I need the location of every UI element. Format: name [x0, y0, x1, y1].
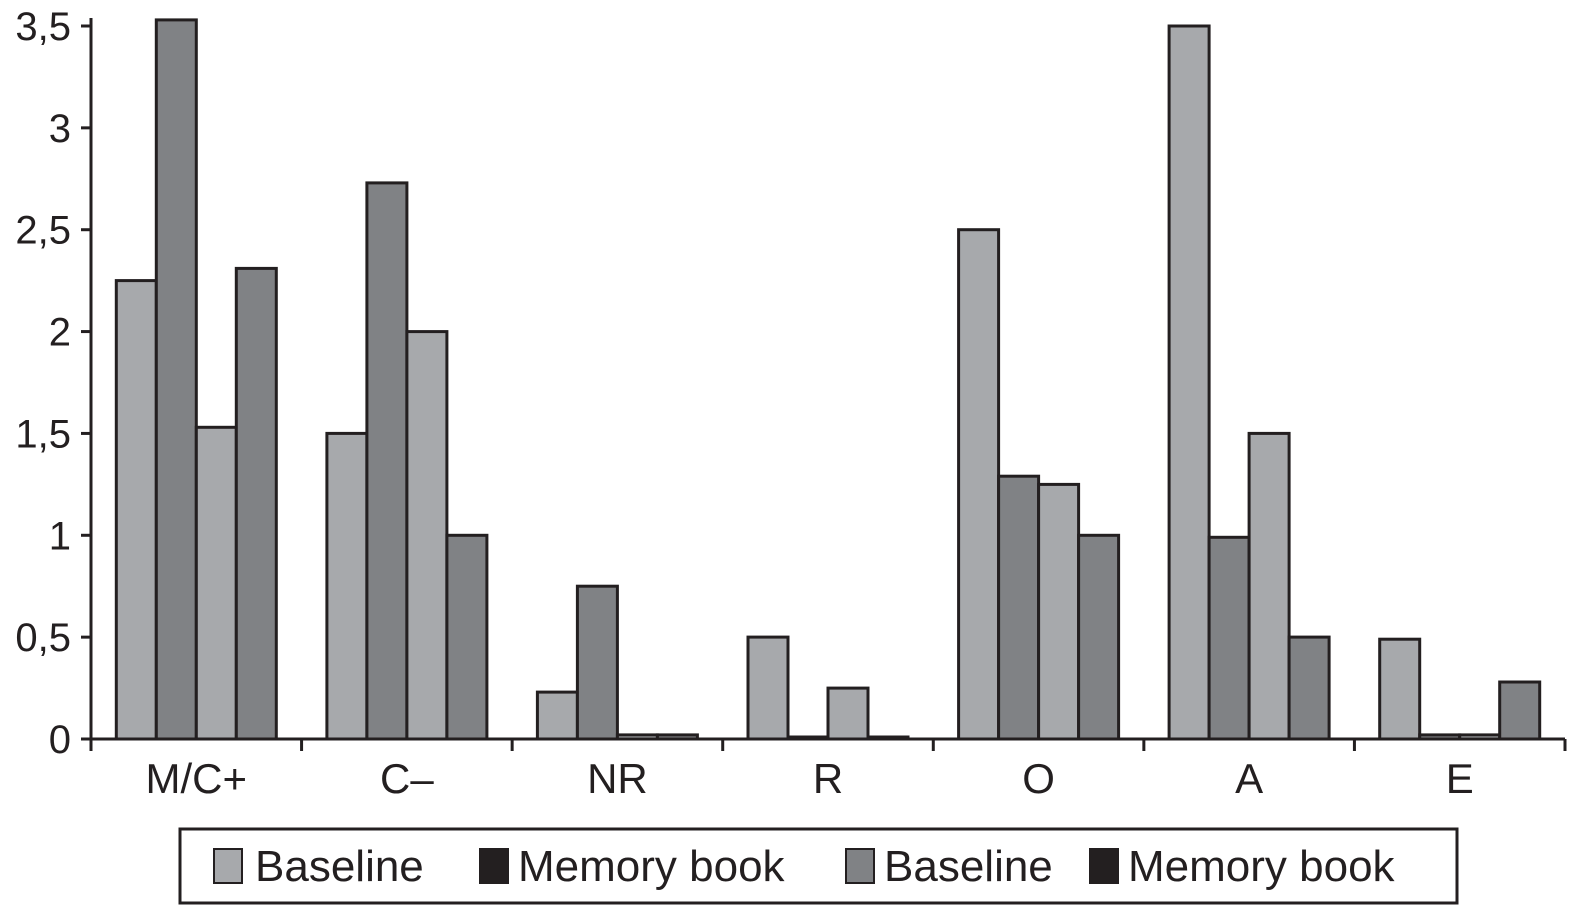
legend-swatch-4 — [1089, 848, 1119, 884]
legend-swatch-3 — [845, 848, 875, 884]
legend-swatch-1 — [213, 848, 243, 884]
bar-1-4 — [746, 635, 790, 741]
x-tick-label-5: O — [1022, 755, 1055, 802]
x-tick-label-6: A — [1235, 755, 1263, 802]
y-tick-label-7: 3,5 — [15, 5, 71, 49]
bar-2-1 — [154, 18, 198, 741]
legend-box — [178, 827, 1459, 905]
bar-4-5 — [1077, 533, 1121, 741]
y-tick-label-0: 0 — [49, 718, 71, 762]
bar-3-2 — [405, 330, 449, 741]
x-tick-label-1: M/C+ — [146, 755, 248, 802]
legend: Baseline Memory book Baseline Memory book — [178, 827, 1459, 905]
y-tick-label-3: 1,5 — [15, 412, 71, 456]
bar-1-1 — [114, 279, 158, 741]
bar-4-2 — [445, 533, 489, 741]
y-tick-label-2: 1 — [49, 514, 71, 558]
bar-2-5 — [997, 474, 1041, 741]
bar-4-6 — [1287, 635, 1331, 741]
bar-2-3 — [575, 584, 619, 741]
axes-layer: 0 0,5 1 1,5 2 2,5 3 3,5 M/C+ C– NR R O A E — [15, 5, 1567, 802]
bar-1-5 — [957, 228, 1001, 741]
bar-3-1 — [194, 425, 238, 741]
legend-swatch-2 — [479, 848, 509, 884]
legend-label-2: Memory book — [518, 842, 786, 891]
x-tick-label-3: NR — [587, 755, 648, 802]
y-tick-label-6: 3 — [49, 107, 71, 151]
bar-3-6 — [1247, 431, 1291, 741]
y-tick-label-1: 0,5 — [15, 616, 71, 660]
y-tick-label-4: 2 — [49, 311, 71, 355]
x-tick-label-7: E — [1446, 755, 1474, 802]
bar-1-2 — [325, 431, 369, 741]
bar-1-3 — [535, 690, 579, 741]
bar-1-6 — [1167, 24, 1211, 741]
x-tick-label-2: C– — [380, 755, 434, 802]
bar-2-6 — [1207, 535, 1251, 741]
bar-1-7 — [1378, 637, 1422, 741]
legend-label-1: Baseline — [255, 842, 424, 891]
legend-label-3: Baseline — [884, 842, 1053, 891]
bar-2-2 — [365, 181, 409, 741]
bar-4-1 — [234, 266, 278, 741]
bar-4-7 — [1498, 680, 1542, 741]
y-tick-label-5: 2,5 — [15, 209, 71, 253]
bars-layer — [114, 18, 1542, 741]
x-tick-label-4: R — [813, 755, 843, 802]
legend-label-4: Memory book — [1128, 842, 1396, 891]
bar-3-5 — [1037, 482, 1081, 741]
bar-3-4 — [826, 686, 870, 741]
